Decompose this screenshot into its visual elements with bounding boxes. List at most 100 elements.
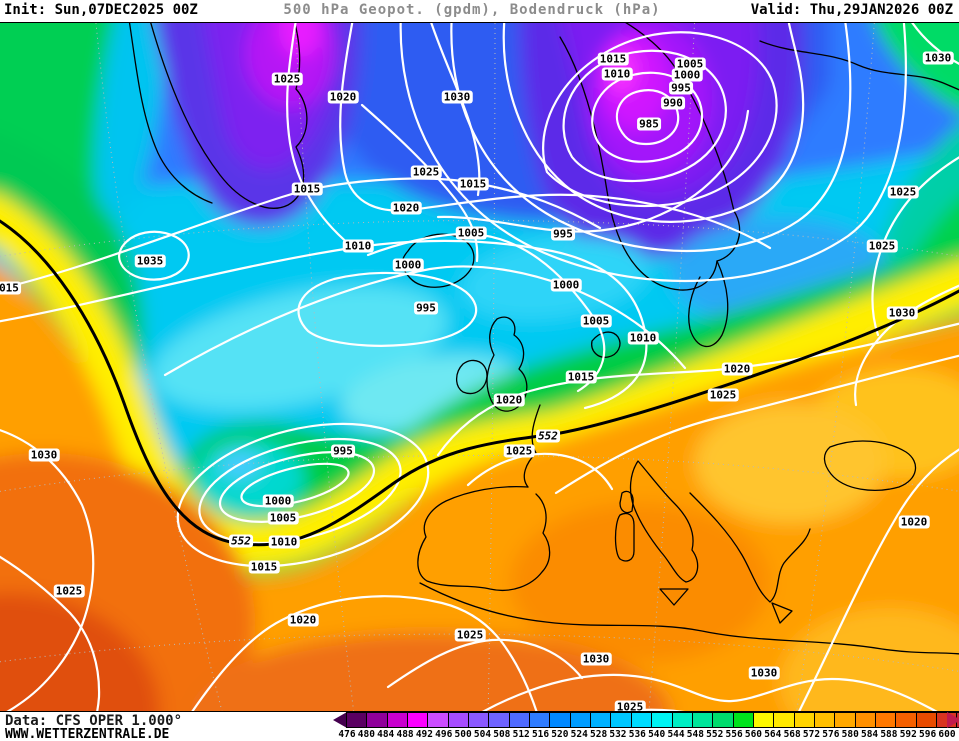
colorbar-tick-label: 600 — [938, 729, 956, 740]
isobar-label: 1005 — [674, 57, 706, 71]
colorbar-tick-label: 508 — [493, 729, 511, 740]
isobar-label: 1025 — [410, 165, 442, 179]
isobar-label: 995 — [551, 227, 575, 241]
isobar-label: 985 — [637, 117, 661, 131]
colorbar-tick-label: 536 — [628, 729, 646, 740]
isobar-label: 1025 — [614, 700, 646, 712]
colorbar-tick-label: 592 — [899, 729, 917, 740]
isobar-label: 1025 — [454, 628, 486, 642]
isobar-label: 1015 — [291, 182, 323, 196]
colorbar-segment — [590, 712, 612, 728]
website-text: WWW.WETTERZENTRALE.DE — [5, 727, 170, 741]
isobar-label: 1000 — [671, 68, 703, 82]
colorbar-segment — [569, 712, 592, 728]
isobar-label: 1015 — [248, 560, 280, 574]
colorbar-tick-label: 516 — [531, 729, 550, 740]
colorbar-tick-label: 504 — [473, 729, 492, 740]
colorbar-tick-label: 584 — [860, 729, 879, 740]
map-title: 500 hPa Geopot. (gpdm), Bodendruck (hPa) — [283, 2, 661, 18]
isobar-label: 1030 — [922, 51, 954, 65]
colorbar-tick-label: 544 — [667, 729, 685, 740]
colorbar-tick-label: 556 — [725, 729, 743, 740]
isobar-label: 1015 — [457, 177, 489, 191]
colorbar-segment — [549, 712, 571, 728]
colorbar-tick-label: 588 — [880, 729, 898, 740]
isobar-label: 1005 — [267, 511, 299, 525]
colorbar-segment — [773, 712, 795, 728]
isobar-label: 1010 — [342, 239, 374, 253]
isobar-label: 1005 — [455, 226, 487, 240]
isobar-label: 1005 — [580, 314, 612, 328]
isobar-label: 1025 — [271, 72, 303, 86]
colorbar-segment — [793, 712, 815, 728]
isobar-label: 1025 — [707, 388, 739, 402]
colorbar-segment — [630, 712, 653, 728]
colorbar-segment — [488, 712, 510, 728]
colorbar-tick-label: 488 — [396, 729, 414, 740]
colorbar-segment — [346, 712, 368, 728]
colorbar-left-arrow — [333, 712, 347, 728]
colorbar-segment — [752, 712, 775, 728]
colorbar-tick-label: 496 — [435, 729, 453, 740]
colorbar-segment — [895, 712, 917, 728]
isobar-label: 1020 — [390, 201, 422, 215]
colorbar-tick-label: 524 — [570, 729, 588, 740]
isobar-label: 1020 — [721, 362, 753, 376]
isobar-label: 1025 — [866, 239, 898, 253]
colorbar-tick-label: 560 — [744, 729, 763, 740]
isobar-label: 1010 — [627, 331, 659, 345]
colorbar-segment — [366, 712, 388, 728]
colorbar-segments — [346, 712, 959, 728]
colorbar-tick-label: 564 — [764, 729, 782, 740]
map-canvas: 1025 1020 1030 1015 1010 1005 1000 995 990 985 103… — [0, 22, 959, 712]
colorbar-segment — [691, 712, 714, 728]
isobar-label: 1015 — [597, 52, 629, 66]
colorbar-segment — [854, 712, 876, 728]
isobar-label: 1020 — [898, 515, 930, 529]
colorbar-segment — [407, 712, 429, 728]
colorbar-segment — [732, 712, 754, 728]
isobar-label: 995 — [669, 81, 693, 95]
colorbar-tick-label: 596 — [919, 729, 937, 740]
colorbar-tick-label: 580 — [841, 729, 859, 740]
isobar-label: 1030 — [748, 666, 780, 680]
isobar-label: 1000 — [262, 494, 294, 508]
isobar-label: 995 — [331, 444, 355, 458]
colorbar-segment — [651, 712, 673, 728]
colorbar-segment — [508, 712, 531, 728]
colorbar-segment — [610, 712, 632, 728]
colorbar-segment — [915, 712, 937, 728]
isobar-label: 1000 — [550, 278, 582, 292]
isobar-label: 1030 — [28, 448, 60, 462]
data-source-text: Data: CFS OPER 1.000° — [5, 713, 183, 729]
valid-datetime: Valid: Thu,29JAN2026 00Z — [750, 2, 953, 18]
colorbar-segment — [671, 712, 693, 728]
colorbar-tick-label: 548 — [686, 729, 704, 740]
map-header: Init: Sun,07DEC2025 00Z 500 hPa Geopot. … — [0, 0, 959, 22]
isobar-label: 1015 — [565, 370, 597, 384]
isobar-label: 1030 — [441, 90, 473, 104]
colorbar-segment — [834, 712, 856, 728]
colorbar-segment — [468, 712, 490, 728]
geopotential-colorbar: 476 480 484 488 492 496 500 504 508 512 516 520 524 5… — [333, 712, 959, 741]
colorbar-tick-label: 484 — [377, 729, 395, 740]
init-datetime: Init: Sun,07DEC2025 00Z — [4, 2, 198, 18]
colorbar-tick-label: 476 — [338, 729, 356, 740]
geopotential-552-label: 552 — [536, 429, 560, 443]
colorbar-segment — [447, 712, 470, 728]
colorbar-tick-label: 500 — [454, 729, 472, 740]
geopotential-552-label: 552 — [229, 534, 253, 548]
isobar-label: 1020 — [493, 393, 525, 407]
colorbar-tick-label: 532 — [609, 729, 627, 740]
isobar-label: 1025 — [503, 444, 535, 458]
isobar-label: 1025 — [53, 584, 85, 598]
colorbar-segment — [427, 712, 449, 728]
colorbar-tick-label: 572 — [802, 729, 821, 740]
colorbar-tick-label: 480 — [357, 729, 375, 740]
weather-map-svg — [0, 23, 959, 711]
map-footer: Data: CFS OPER 1.000° WWW.WETTERZENTRALE… — [0, 712, 959, 741]
isobar-label: 1000 — [392, 258, 424, 272]
colorbar-segment — [529, 712, 551, 728]
isobar-label: 1010 — [601, 67, 633, 81]
